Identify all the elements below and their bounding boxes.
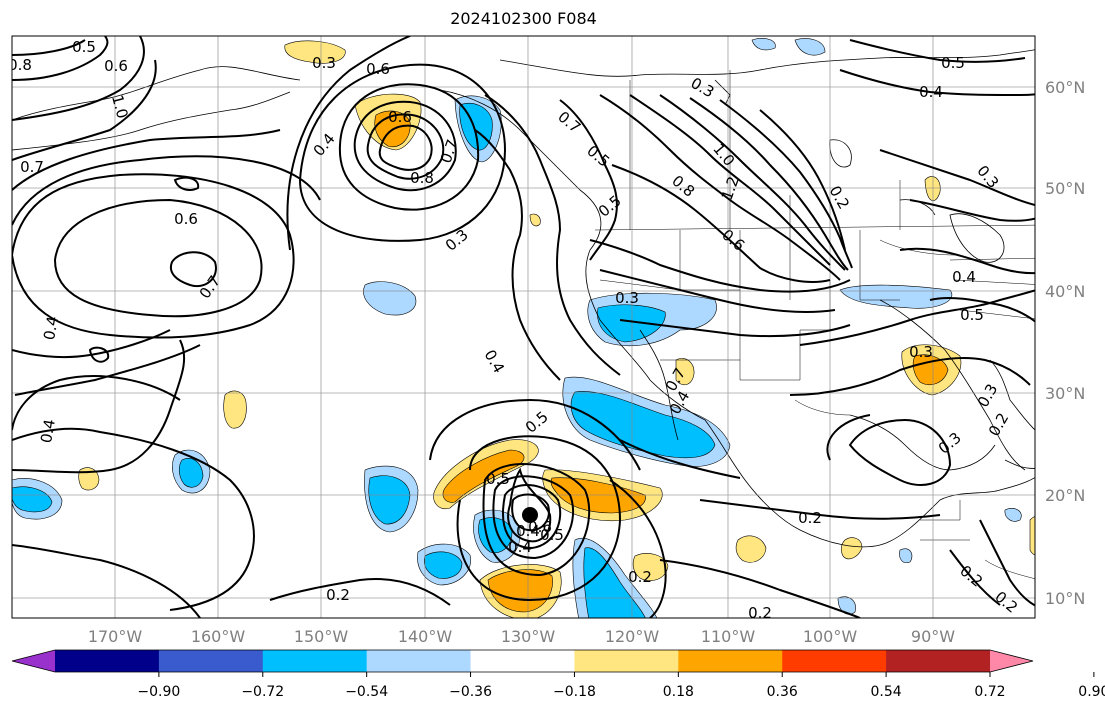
contour-label: 0.2 <box>628 568 652 586</box>
colorbar-segment <box>470 650 575 672</box>
contour-label: 0.3 <box>442 226 472 255</box>
colorbar-tick-label: −0.36 <box>449 684 492 700</box>
map-frame <box>11 35 1036 619</box>
colorbar-max-arrow <box>990 650 1033 672</box>
contour-label: 0.8 <box>668 172 698 201</box>
contour-label: 0.4 <box>516 522 540 540</box>
contour-label: 0.6 <box>388 108 412 126</box>
map-area: 0.5 0.6 1.0 0.7 0.8 0.6 0.4 0.6 0.7 0.8 … <box>8 36 1035 622</box>
lon-tick-label: 130°W <box>501 627 556 646</box>
colorbar: −0.90 −0.72 −0.54 −0.36 −0.18 0.18 0.36 0.54 0.7… <box>11 649 1105 700</box>
contour-label: 0.8 <box>8 56 32 74</box>
contour-label: 1.0 <box>108 93 132 121</box>
contour-label: 0.5 <box>540 526 564 544</box>
contour-label: 0.4 <box>481 347 509 377</box>
contour-label: 0.8 <box>410 169 434 187</box>
lon-tick-label: 110°W <box>701 627 756 646</box>
lon-tick-label: 160°W <box>191 627 246 646</box>
contour-label: 0.6 <box>104 57 128 75</box>
contour-label: 0.5 <box>522 408 552 437</box>
lat-tick-label: 60°N <box>1045 78 1085 97</box>
lat-tick-label: 50°N <box>1045 179 1085 198</box>
contour-label: 0.4 <box>37 418 59 445</box>
colorbar-tick-label: −0.54 <box>345 684 388 700</box>
contour-label: 0.3 <box>615 289 639 307</box>
colorbar-segment <box>262 650 368 672</box>
contour-label: 0.2 <box>991 588 1021 617</box>
contour-label: 0.3 <box>688 74 718 102</box>
contour-label: 0.2 <box>956 562 986 591</box>
lon-tick-label: 90°W <box>911 627 955 646</box>
contour-label: 0.5 <box>941 54 965 72</box>
contour-label: 0.6 <box>174 210 198 228</box>
contour-label: 0.5 <box>595 192 625 221</box>
contour-label: 0.4 <box>508 538 532 556</box>
lat-tick-label: 40°N <box>1045 282 1085 301</box>
contour-label: 0.7 <box>196 272 224 302</box>
contour-label: 0.3 <box>974 381 1002 411</box>
contour-label: 0.2 <box>985 410 1013 440</box>
contour-label: 0.5 <box>583 142 613 171</box>
contour-label: 0.7 <box>554 108 584 137</box>
contour-label: 0.4 <box>40 315 62 342</box>
contour-label: 0.5 <box>960 306 984 324</box>
colorbar-tick-label: 0.36 <box>767 684 798 700</box>
contour-label: 0.4 <box>952 268 976 286</box>
longitude-axis: 170°W 160°W 150°W 140°W 130°W 120°W 110°… <box>88 627 955 646</box>
colorbar-tick-label: 0.54 <box>871 684 902 700</box>
colorbar-segment <box>158 650 264 672</box>
contour-label: 0.6 <box>528 518 552 536</box>
colorbar-segment <box>782 650 887 672</box>
contour-label: 0.5 <box>72 38 96 56</box>
contour-label: 0.3 <box>909 343 933 361</box>
contour-label: 0.6 <box>366 60 390 78</box>
lon-tick-label: 150°W <box>294 627 349 646</box>
contour-label: 0.3 <box>935 429 965 458</box>
contour-label: 0.2 <box>326 586 350 604</box>
colorbar-segment <box>886 650 991 672</box>
latitude-axis: 60°N 50°N 40°N 30°N 20°N 10°N <box>1045 78 1085 608</box>
colorbar-segment <box>574 650 679 672</box>
contour-center <box>522 507 538 523</box>
anomaly-shading <box>12 38 1035 618</box>
contour-label: 1.0 <box>709 140 738 170</box>
colorbar-segment <box>55 650 160 672</box>
contour-label: 0.6 <box>718 226 748 255</box>
contour-label: 0.4 <box>919 83 943 101</box>
contour-label: 0.3 <box>312 54 336 72</box>
lat-tick-label: 10°N <box>1045 589 1085 608</box>
lat-tick-label: 30°N <box>1045 384 1085 403</box>
colorbar-segment <box>678 650 783 672</box>
colorbar-tick-label: −0.90 <box>137 684 180 700</box>
colorbar-tick-label: −0.18 <box>553 684 596 700</box>
colorbar-outline <box>11 649 1034 673</box>
contour-label: 0.2 <box>798 509 822 527</box>
lon-tick-label: 170°W <box>88 627 143 646</box>
lon-tick-label: 100°W <box>803 627 858 646</box>
contour-label: 0.7 <box>437 137 462 166</box>
lon-tick-label: 140°W <box>398 627 453 646</box>
chart-title: 2024102300 F084 <box>450 9 597 28</box>
lat-tick-label: 20°N <box>1045 486 1085 505</box>
colorbar-min-arrow <box>12 650 55 672</box>
contour-label: 0.5 <box>486 470 510 488</box>
colorbar-tick-label: 0.90 <box>1078 684 1105 700</box>
contour-label: 0.3 <box>973 162 1002 192</box>
colorbar-tick-label: 0.72 <box>974 684 1005 700</box>
contour-label: 0.7 <box>20 158 44 176</box>
colorbar-tick-label: 0.18 <box>663 684 694 700</box>
contour-label: 0.2 <box>748 604 772 622</box>
colorbar-segment <box>366 650 472 672</box>
contour-label: 1.2 <box>718 174 743 203</box>
lon-tick-label: 120°W <box>605 627 660 646</box>
colorbar-tick-label: −0.72 <box>241 684 284 700</box>
contour-lines <box>12 36 1035 618</box>
contour-label: 0.4 <box>310 130 339 160</box>
